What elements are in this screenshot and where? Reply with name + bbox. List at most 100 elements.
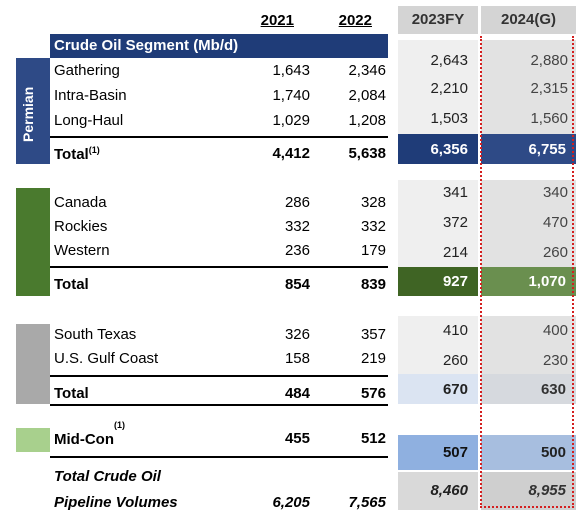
col-header-2021: 2021 (260, 12, 294, 29)
bg-2023-gulf (398, 316, 478, 374)
cell-2024: 230 (542, 352, 568, 369)
total-2024-box (481, 134, 576, 164)
grand-total-line2: Pipeline Volumes (54, 494, 178, 511)
bg-2024-canada (481, 180, 576, 268)
cell-2024: 2,315 (530, 80, 568, 97)
canada-band (16, 188, 50, 296)
midcon-2021: 455 (284, 430, 310, 447)
col-header-2023: 2023FY (398, 6, 478, 34)
cell-2023: 341 (442, 184, 468, 201)
cell-2023: 2,643 (430, 52, 468, 69)
grand-total-2022: 7,565 (348, 494, 386, 511)
cell-2022: 2,084 (348, 87, 386, 104)
total-label: Total (54, 385, 89, 402)
guidance-frame-right (572, 36, 574, 508)
col-header-2024: 2024(G) (481, 6, 576, 34)
bg-2023-permian (398, 40, 478, 134)
cell-2023: 2,210 (430, 80, 468, 97)
gulf-band (16, 324, 50, 404)
total-2024: 6,755 (528, 141, 566, 158)
permian-band: Permian (16, 58, 50, 164)
cell-2021: 1,740 (272, 87, 310, 104)
cell-2022: 328 (360, 194, 386, 211)
total-2024-box (481, 267, 576, 296)
midcon-2022: 512 (360, 430, 386, 447)
total-2023-box (398, 374, 478, 404)
cell-2022: 332 (360, 218, 386, 235)
total-2023-box (398, 134, 478, 164)
total-2022: 576 (360, 385, 386, 402)
cell-2023: 1,503 (430, 110, 468, 127)
grand-2023-box (398, 472, 478, 510)
total-2022: 5,638 (348, 145, 386, 162)
grand-total-2024: 8,955 (528, 482, 566, 499)
row-label: Gathering (54, 62, 120, 79)
cell-2024: 1,560 (530, 110, 568, 127)
cell-2023: 214 (442, 244, 468, 261)
bg-2024-permian (481, 40, 576, 134)
cell-2021: 326 (284, 326, 310, 343)
total-2024: 1,070 (528, 273, 566, 290)
total-2023: 670 (442, 381, 468, 398)
total-2023: 6,356 (430, 141, 468, 158)
grand-total-2023: 8,460 (430, 482, 468, 499)
cell-2021: 1,029 (272, 112, 310, 129)
total-2021: 484 (284, 385, 310, 402)
cell-2022: 2,346 (348, 62, 386, 79)
cell-2022: 219 (360, 350, 386, 367)
cell-2024: 2,880 (530, 52, 568, 69)
cell-2023: 410 (442, 322, 468, 339)
row-label: Western (54, 242, 110, 259)
total-2021: 4,412 (272, 145, 310, 162)
cell-2021: 286 (284, 194, 310, 211)
divider-rule (50, 404, 388, 406)
cell-2023: 372 (442, 214, 468, 231)
row-label: Long-Haul (54, 112, 124, 129)
cell-2021: 1,643 (272, 62, 310, 79)
guidance-frame-left (480, 36, 482, 508)
grand-total-2021: 6,205 (272, 494, 310, 511)
row-label: Rockies (54, 218, 108, 235)
segment-title: Crude Oil Segment (Mb/d) (54, 37, 239, 54)
row-label: U.S. Gulf Coast (54, 350, 159, 367)
cell-2022: 357 (360, 326, 386, 343)
midcon-2024: 500 (540, 444, 566, 461)
guidance-frame-bottom (480, 506, 574, 508)
cell-2021: 332 (284, 218, 310, 235)
cell-2021: 158 (284, 350, 310, 367)
total-label: Total (54, 276, 89, 293)
permian-label: Permian (20, 86, 36, 142)
cell-2022: 1,208 (348, 112, 386, 129)
midcon-2024-box (481, 435, 576, 470)
bg-2023-canada (398, 180, 478, 268)
total-2023: 927 (442, 273, 468, 290)
divider-rule (50, 136, 388, 138)
cell-2024: 470 (542, 214, 568, 231)
total-2023-box (398, 267, 478, 296)
midcon-label: Mid-Con(1) (54, 420, 125, 448)
midcon-2023: 507 (442, 444, 468, 461)
row-label: Intra-Basin (54, 87, 127, 104)
divider-rule (50, 456, 388, 458)
grand-2024-box (481, 472, 576, 510)
cell-2021: 236 (284, 242, 310, 259)
total-2024-box (481, 374, 576, 404)
grand-total-line1: Total Crude Oil (54, 468, 161, 485)
divider-rule (50, 375, 388, 377)
midcon-2023-box (398, 435, 478, 470)
row-label: South Texas (54, 326, 137, 343)
cell-2024: 400 (542, 322, 568, 339)
total-label: Total(1) (54, 145, 100, 163)
total-2022: 839 (360, 276, 386, 293)
cell-2024: 260 (542, 244, 568, 261)
bg-2024-gulf (481, 316, 576, 374)
segment-title-bar: Crude Oil Segment (Mb/d) (50, 34, 388, 58)
total-2024: 630 (540, 381, 566, 398)
midcon-band (16, 428, 50, 452)
cell-2022: 179 (360, 242, 386, 259)
total-2021: 854 (284, 276, 310, 293)
col-header-2022: 2022 (338, 12, 372, 29)
cell-2024: 340 (542, 184, 568, 201)
row-label: Canada (54, 194, 107, 211)
divider-rule (50, 266, 388, 268)
